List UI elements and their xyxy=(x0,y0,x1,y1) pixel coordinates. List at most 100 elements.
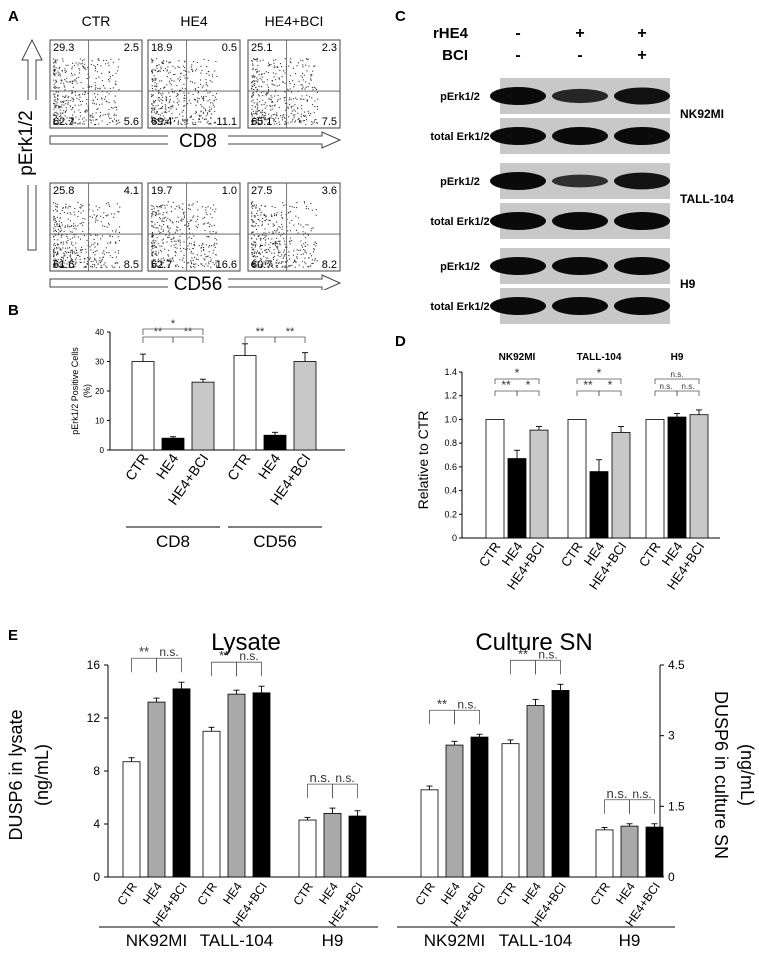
treatment-sign: - xyxy=(515,25,520,42)
flow-event xyxy=(59,75,61,77)
flow-event xyxy=(200,263,202,265)
significance-bracket xyxy=(131,657,157,673)
flow-event xyxy=(158,230,160,232)
flow-event xyxy=(176,117,178,119)
bar xyxy=(501,743,520,878)
flow-event xyxy=(293,206,295,208)
flow-event xyxy=(258,101,260,103)
flow-event xyxy=(59,217,61,219)
flow-event xyxy=(108,113,110,115)
flow-event xyxy=(198,121,200,123)
flow-event xyxy=(251,96,253,98)
flow-event xyxy=(258,266,260,268)
bar xyxy=(526,705,545,878)
flow-event xyxy=(151,109,153,111)
flow-event xyxy=(212,231,214,233)
flow-event xyxy=(69,212,71,214)
flow-event xyxy=(215,231,217,233)
flow-event xyxy=(163,221,165,223)
flow-event xyxy=(167,201,169,203)
flow-event xyxy=(59,112,62,114)
flow-event xyxy=(263,115,265,117)
flow-event xyxy=(312,89,314,91)
flow-event xyxy=(289,103,291,105)
flow-event xyxy=(275,213,277,216)
flow-event xyxy=(301,84,303,86)
flow-event xyxy=(69,81,71,83)
flow-event xyxy=(110,117,112,119)
flow-event xyxy=(154,111,156,113)
flow-event xyxy=(164,107,166,109)
flow-event xyxy=(169,71,171,73)
flow-event xyxy=(213,224,216,226)
flow-event xyxy=(306,70,308,72)
flow-event xyxy=(280,214,282,216)
flow-event xyxy=(261,244,264,247)
flow-event xyxy=(181,119,184,121)
flow-event xyxy=(283,238,285,240)
flow-event xyxy=(160,263,162,265)
significance-bracket xyxy=(332,783,358,799)
flow-event xyxy=(195,263,197,265)
flow-event xyxy=(193,263,195,265)
bar xyxy=(227,693,246,878)
flow-event xyxy=(155,211,157,213)
flow-event xyxy=(94,263,96,265)
flow-event xyxy=(276,212,278,214)
flow-event xyxy=(161,226,163,228)
flow-event xyxy=(119,206,121,208)
flow-event xyxy=(108,71,110,73)
flow-event xyxy=(263,111,265,113)
flow-event xyxy=(262,59,264,61)
flow-event xyxy=(303,243,305,245)
flow-event xyxy=(209,207,212,209)
flow-event xyxy=(253,59,255,61)
flow-event xyxy=(303,115,305,117)
flow-event xyxy=(285,69,287,71)
flow-event xyxy=(277,252,280,254)
flow-event xyxy=(270,115,273,117)
flow-event xyxy=(55,208,57,210)
significance-bracket xyxy=(598,390,622,396)
bar xyxy=(147,701,166,878)
flow-event xyxy=(55,81,58,83)
flow-event xyxy=(298,249,300,252)
flow-event xyxy=(158,92,160,94)
flow-event xyxy=(205,79,207,81)
flow-event xyxy=(158,91,160,93)
flow-event xyxy=(276,259,278,261)
flow-event xyxy=(153,239,155,241)
flow-event xyxy=(207,85,209,87)
flow-event xyxy=(151,262,153,264)
flow-event xyxy=(207,112,209,114)
flow-event xyxy=(253,123,255,125)
flow-event xyxy=(194,99,196,101)
flow-event xyxy=(168,266,170,268)
flow-event xyxy=(265,251,267,253)
flow-event xyxy=(98,76,100,78)
flow-event xyxy=(207,265,209,267)
category-label: CTR xyxy=(122,451,152,484)
flow-event xyxy=(155,122,157,124)
bar xyxy=(645,419,665,539)
flow-event xyxy=(75,262,77,264)
flow-event xyxy=(260,86,263,88)
flow-event xyxy=(274,244,276,246)
flow-event xyxy=(151,104,153,106)
flow-event xyxy=(183,94,186,97)
flow-event xyxy=(251,215,253,217)
flow-event xyxy=(280,262,282,264)
condition-label: CTR xyxy=(82,13,111,29)
flow-event xyxy=(94,265,96,267)
flow-event xyxy=(153,120,155,122)
flow-event xyxy=(260,258,262,260)
flow-event xyxy=(195,123,197,126)
flow-event xyxy=(54,226,56,228)
flow-event xyxy=(296,253,298,255)
flow-event xyxy=(263,232,265,234)
flow-event xyxy=(261,79,263,81)
flow-event xyxy=(272,256,274,259)
flow-event xyxy=(152,266,154,268)
flow-event xyxy=(113,216,115,218)
